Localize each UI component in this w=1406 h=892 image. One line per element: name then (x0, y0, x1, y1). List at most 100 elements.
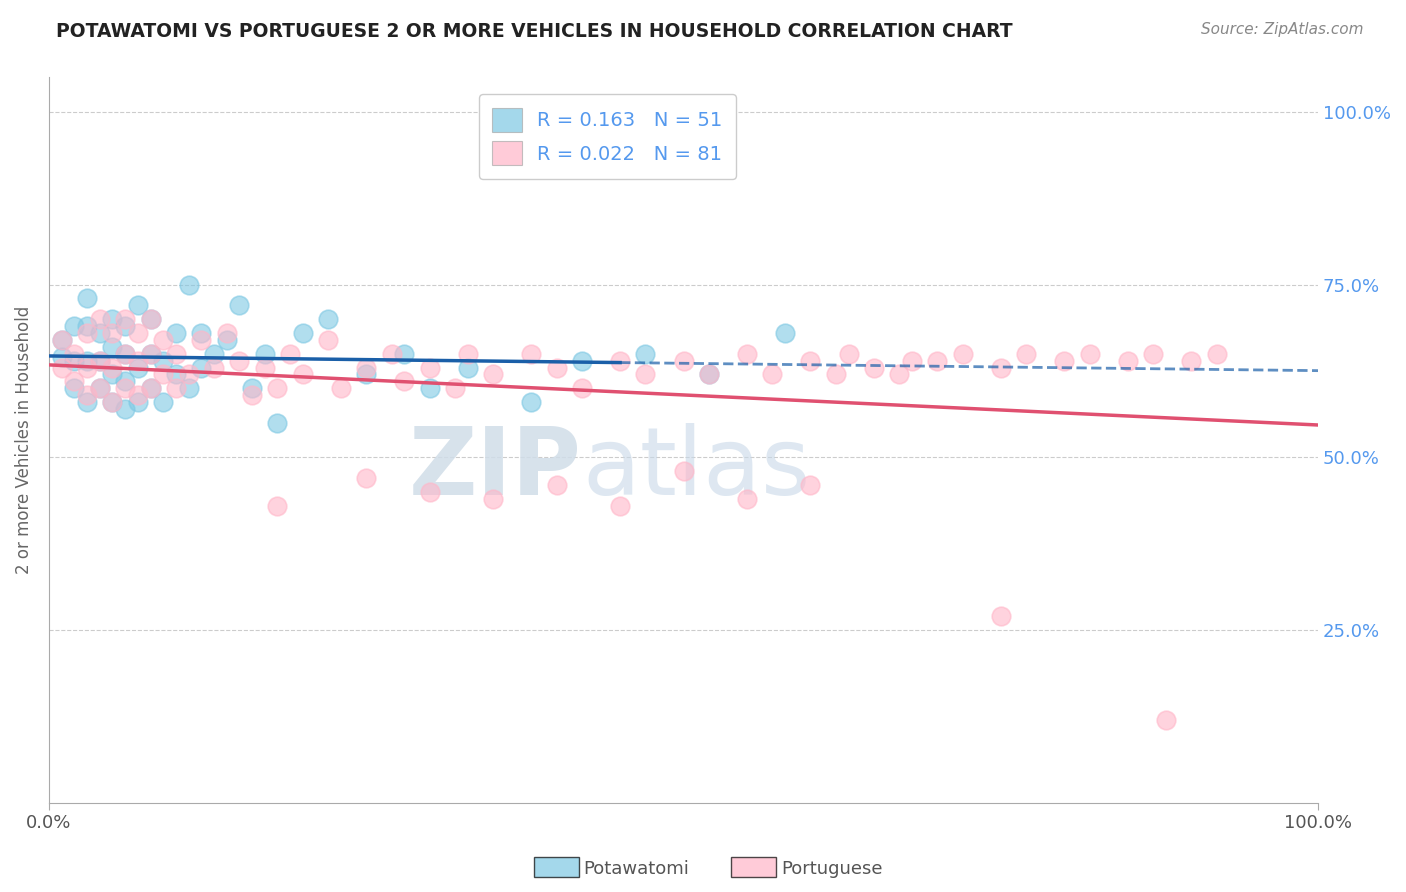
Point (266, 381, 288, 395)
Point (697, 368, 720, 382)
Point (356, 368, 378, 382)
Point (1053, 353, 1076, 368)
Point (76, 360, 98, 375)
Point (190, 360, 212, 375)
Point (63, 353, 86, 368)
Point (165, 381, 187, 395)
Point (127, 298, 149, 312)
Point (356, 360, 378, 375)
Point (202, 360, 225, 375)
Point (89, 353, 111, 368)
Text: Portuguese: Portuguese (782, 860, 883, 878)
Point (799, 353, 821, 368)
Point (114, 374, 136, 388)
Point (838, 347, 860, 361)
Point (127, 360, 149, 375)
Point (76, 388, 98, 402)
Point (634, 368, 657, 382)
Point (76, 395, 98, 409)
Point (889, 368, 911, 382)
Point (990, 360, 1012, 375)
Point (316, 333, 339, 347)
Point (952, 347, 974, 361)
Point (253, 360, 276, 375)
Text: Potawatomi: Potawatomi (583, 860, 689, 878)
Point (735, 491, 758, 506)
Point (152, 333, 174, 347)
Point (127, 353, 149, 368)
Point (152, 395, 174, 409)
Point (114, 401, 136, 416)
Point (394, 374, 416, 388)
Point (63, 374, 86, 388)
Point (419, 381, 441, 395)
Point (482, 368, 505, 382)
Point (457, 360, 479, 375)
Point (1116, 353, 1139, 368)
Point (291, 326, 314, 340)
Point (215, 326, 238, 340)
Point (444, 381, 467, 395)
Point (114, 381, 136, 395)
Point (697, 368, 720, 382)
Point (482, 491, 505, 506)
Point (139, 312, 162, 326)
Point (139, 381, 162, 395)
Point (761, 368, 783, 382)
Point (101, 326, 124, 340)
Point (114, 312, 136, 326)
Point (672, 353, 695, 368)
Point (990, 609, 1012, 624)
Point (316, 312, 339, 326)
Point (127, 326, 149, 340)
Point (546, 478, 568, 492)
Text: atlas: atlas (582, 423, 810, 515)
Point (101, 312, 124, 326)
Point (76, 326, 98, 340)
Legend: R = 0.163   N = 51, R = 0.022   N = 81: R = 0.163 N = 51, R = 0.022 N = 81 (479, 95, 735, 178)
Point (291, 368, 314, 382)
Point (101, 395, 124, 409)
Point (228, 353, 250, 368)
Point (127, 395, 149, 409)
Point (356, 471, 378, 485)
Point (927, 353, 949, 368)
Point (177, 381, 200, 395)
Point (114, 347, 136, 361)
Point (177, 277, 200, 292)
Point (253, 347, 276, 361)
Y-axis label: 2 or more Vehicles in Household: 2 or more Vehicles in Household (15, 306, 32, 574)
Point (215, 333, 238, 347)
Point (177, 368, 200, 382)
Point (114, 319, 136, 334)
Point (672, 464, 695, 478)
Point (190, 326, 212, 340)
Point (190, 333, 212, 347)
Point (228, 298, 250, 312)
Text: Source: ZipAtlas.com: Source: ZipAtlas.com (1201, 22, 1364, 37)
Point (278, 347, 301, 361)
Point (139, 312, 162, 326)
Point (139, 381, 162, 395)
Point (799, 478, 821, 492)
Point (329, 381, 352, 395)
Point (89, 326, 111, 340)
Point (266, 499, 288, 513)
Point (63, 381, 86, 395)
Point (114, 347, 136, 361)
Point (202, 347, 225, 361)
Point (89, 381, 111, 395)
Point (51, 350, 73, 364)
Text: POTAWATOMI VS PORTUGUESE 2 OR MORE VEHICLES IN HOUSEHOLD CORRELATION CHART: POTAWATOMI VS PORTUGUESE 2 OR MORE VEHIC… (56, 22, 1012, 41)
Point (634, 347, 657, 361)
Point (165, 368, 187, 382)
Point (101, 340, 124, 354)
Point (152, 368, 174, 382)
Point (152, 353, 174, 368)
Point (101, 368, 124, 382)
Point (394, 347, 416, 361)
Point (127, 388, 149, 402)
Point (266, 416, 288, 430)
Text: ZIP: ZIP (409, 423, 582, 515)
Point (863, 360, 886, 375)
